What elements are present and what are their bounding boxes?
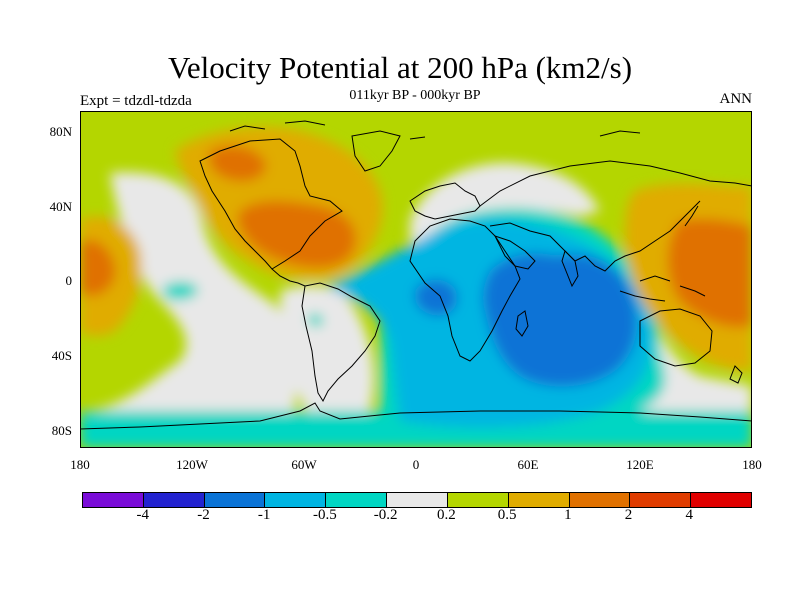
field-cyan-spot <box>162 281 199 301</box>
chart-title: Velocity Potential at 200 hPa (km2/s) <box>167 50 633 85</box>
colorbar-swatch <box>630 493 692 507</box>
coastline-central-america <box>271 268 306 287</box>
field-cyan-bottom-band <box>80 411 752 448</box>
colorbar-level-label: 0.2 <box>436 507 456 523</box>
colorbar-swatch <box>265 493 327 507</box>
lat-tick-label: 80N <box>49 124 72 139</box>
colorbar-level-label: -4 <box>136 507 149 523</box>
colorbar-level-label: 2 <box>624 507 633 523</box>
lat-tick-label: 40S <box>51 348 72 363</box>
coastline-arabia <box>494 235 536 270</box>
field-darkblue-main <box>482 253 638 387</box>
colorbar-level-label: -0.2 <box>373 507 398 523</box>
coastline-australia <box>639 308 713 367</box>
lon-tick-label: 0 <box>412 457 420 472</box>
coastline-antarctica <box>80 402 752 430</box>
season-label: ANN <box>719 91 753 107</box>
lon-tick-label: 120W <box>176 457 208 472</box>
colorbar-swatch <box>387 493 448 507</box>
coastline-india <box>561 250 579 288</box>
colorbar-swatch <box>508 493 570 507</box>
coastline-south-america <box>301 282 381 403</box>
lon-tick-label: 120E <box>626 457 654 472</box>
colorbar-swatch <box>326 493 388 507</box>
colorbar-swatch <box>691 493 751 507</box>
colorbar-level-label: 4 <box>685 507 694 523</box>
colorbar-swatch <box>83 493 144 507</box>
colorbar <box>82 492 752 508</box>
coastline-asia <box>479 160 752 272</box>
lon-tick-label: 60W <box>291 457 317 472</box>
field-darkorange-canada <box>209 145 266 182</box>
colorbar-level-label: -1 <box>257 507 271 523</box>
coastline-new-zealand <box>729 365 743 384</box>
lon-tick-label: 60E <box>517 457 539 472</box>
coastline-north-america <box>199 138 343 270</box>
coastline-indonesia <box>619 275 706 302</box>
colorbar-level-label: 1 <box>564 507 572 523</box>
colorbar-swatch <box>204 493 266 507</box>
colorbar-swatch <box>569 493 631 507</box>
coastline-greenland <box>351 130 401 172</box>
colorbar-level-label: -0.5 <box>313 507 337 523</box>
colorbar-swatch <box>447 493 509 507</box>
colorbar-level-label: -2 <box>197 507 210 523</box>
colorbar-swatch <box>143 493 205 507</box>
lon-tick-label: 180 <box>70 457 90 472</box>
coastline-madagascar <box>515 310 529 337</box>
map-frame <box>80 111 752 448</box>
experiment-label: Expt = tdzdl-tdzda <box>80 93 192 109</box>
field-darkblue-small <box>414 279 458 316</box>
lat-tick-label: 0 <box>65 273 73 288</box>
field-darkorange-atlantic <box>237 201 356 268</box>
chart-subtitle: 011kyr BP - 000kyr BP <box>349 88 481 103</box>
coastline-japan <box>684 205 699 227</box>
lat-tick-label: 80S <box>51 423 72 438</box>
coastline-europe <box>409 182 481 220</box>
velocity-potential-map <box>80 111 752 448</box>
field-cyan-spot2 <box>308 313 324 327</box>
field-darkorange-west-pacific <box>80 239 116 296</box>
coastline-arctic <box>229 120 641 140</box>
lat-tick-label: 40N <box>49 199 72 214</box>
field-grey-south-america <box>280 285 374 421</box>
coastlines <box>80 120 752 430</box>
colorbar-level-label: 0.5 <box>497 507 517 523</box>
lon-tick-label: 180 <box>742 457 762 472</box>
coastline-africa <box>409 218 521 362</box>
field-darkorange-east-asia <box>667 218 752 328</box>
